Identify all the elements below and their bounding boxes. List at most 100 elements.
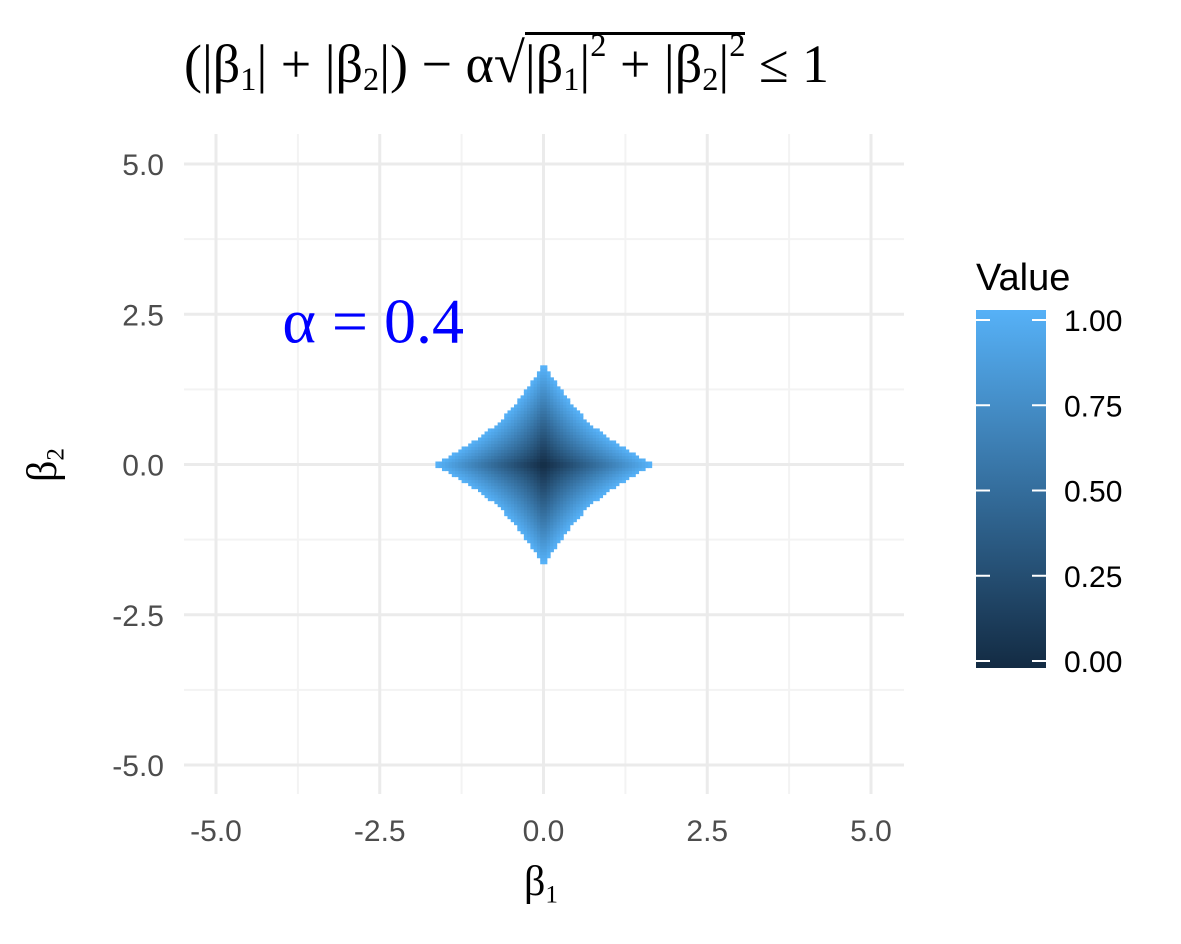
heatmap-cell — [536, 491, 541, 496]
heatmap-cell — [504, 488, 509, 493]
heatmap-cell — [612, 476, 617, 481]
heatmap-cell — [559, 473, 564, 478]
heatmap-cell — [543, 500, 548, 505]
heatmap-cell — [546, 548, 551, 553]
heatmap-cell — [514, 449, 518, 454]
heatmap-cell — [530, 425, 535, 430]
heatmap-cell — [605, 455, 610, 460]
heatmap-cell — [517, 401, 522, 405]
heatmap-cell — [520, 395, 525, 399]
heatmap-cell — [514, 491, 518, 496]
heatmap-cell — [566, 515, 571, 520]
heatmap-cell — [546, 377, 551, 381]
heatmap-cell — [448, 470, 453, 475]
heatmap-cell — [491, 446, 495, 451]
heatmap-cell — [556, 434, 561, 439]
heatmap-cell — [553, 527, 558, 532]
heatmap-cell — [553, 467, 558, 472]
heatmap-cell — [576, 482, 581, 487]
heatmap-cell — [576, 479, 581, 484]
heatmap-cell — [520, 482, 525, 487]
heatmap-cell — [569, 503, 574, 508]
heatmap-cell — [523, 392, 528, 396]
heatmap-cell — [546, 434, 551, 439]
heatmap-cell — [458, 470, 463, 475]
heatmap-cell — [487, 452, 492, 457]
heatmap-cell — [504, 479, 509, 484]
heatmap-cell — [592, 497, 597, 502]
heatmap-cell — [468, 446, 473, 451]
heatmap-cell — [520, 452, 525, 457]
heatmap-cell — [559, 533, 564, 538]
heatmap-cell — [500, 491, 505, 496]
heatmap-cell — [546, 488, 551, 493]
heatmap-cell — [599, 437, 604, 442]
heatmap-cell — [507, 455, 512, 460]
heatmap-cell — [582, 464, 587, 469]
heatmap-cell — [445, 461, 450, 466]
heatmap-cell — [533, 404, 538, 408]
heatmap-cell — [517, 416, 522, 421]
heatmap-cell — [586, 494, 590, 499]
heatmap-cell — [572, 515, 577, 520]
heatmap-cell — [602, 476, 607, 481]
heatmap-cell — [540, 368, 545, 372]
heatmap-cell — [566, 488, 571, 493]
heatmap-cell — [530, 398, 535, 402]
heatmap-cell — [540, 437, 545, 442]
heatmap-cell — [523, 470, 528, 475]
heatmap-cell — [514, 461, 518, 466]
heatmap-cell — [504, 422, 509, 427]
heatmap-cell — [546, 416, 551, 421]
heatmap-cell — [556, 416, 561, 421]
heatmap-cell — [572, 482, 577, 487]
heatmap-cell — [540, 386, 545, 390]
heatmap-cell — [546, 410, 551, 415]
heatmap-cell — [582, 470, 587, 475]
heatmap-cell — [595, 473, 600, 478]
heatmap-cell — [589, 482, 594, 487]
heatmap-cell — [595, 458, 600, 463]
heatmap-cell — [527, 512, 531, 517]
heatmap-cell — [540, 515, 545, 520]
heatmap-cell — [481, 488, 486, 493]
heatmap-cell — [527, 452, 531, 457]
heatmap-cell — [605, 473, 610, 478]
heatmap-cell — [550, 518, 554, 523]
heatmap-cell — [514, 446, 518, 451]
heatmap-cell — [589, 488, 594, 493]
heatmap-cell — [609, 479, 613, 484]
heatmap-cell — [514, 413, 518, 418]
heatmap-cell — [504, 452, 509, 457]
heatmap-cell — [540, 446, 545, 451]
heatmap-cell — [543, 398, 548, 402]
heatmap-cell — [550, 527, 554, 532]
heatmap-cell — [497, 455, 502, 460]
heatmap-cell — [523, 509, 528, 514]
heatmap-cell — [468, 461, 473, 466]
heatmap-cell — [559, 404, 564, 408]
heatmap-cell — [556, 524, 561, 529]
heatmap-cell — [536, 428, 541, 433]
heatmap-cell — [550, 542, 554, 547]
heatmap-cell — [527, 533, 531, 538]
heatmap-cell — [543, 476, 548, 481]
heatmap-cell — [543, 491, 548, 496]
heatmap-cell — [556, 497, 561, 502]
heatmap-cell — [464, 455, 469, 460]
heatmap-cell — [517, 500, 522, 505]
heatmap-cell — [491, 464, 495, 469]
heatmap-cell — [550, 533, 554, 538]
heatmap-cell — [497, 473, 502, 478]
heatmap-cell — [586, 482, 590, 487]
heatmap-cell — [491, 476, 495, 481]
heatmap-cell — [553, 521, 558, 526]
heatmap-cell — [530, 539, 535, 544]
heatmap-cell — [494, 443, 499, 448]
heatmap-cell — [514, 410, 518, 415]
heatmap-cell — [530, 470, 535, 475]
heatmap-cell — [533, 395, 538, 399]
heatmap-cell — [540, 554, 545, 559]
heatmap-cell — [602, 461, 607, 466]
heatmap-cell — [566, 434, 571, 439]
